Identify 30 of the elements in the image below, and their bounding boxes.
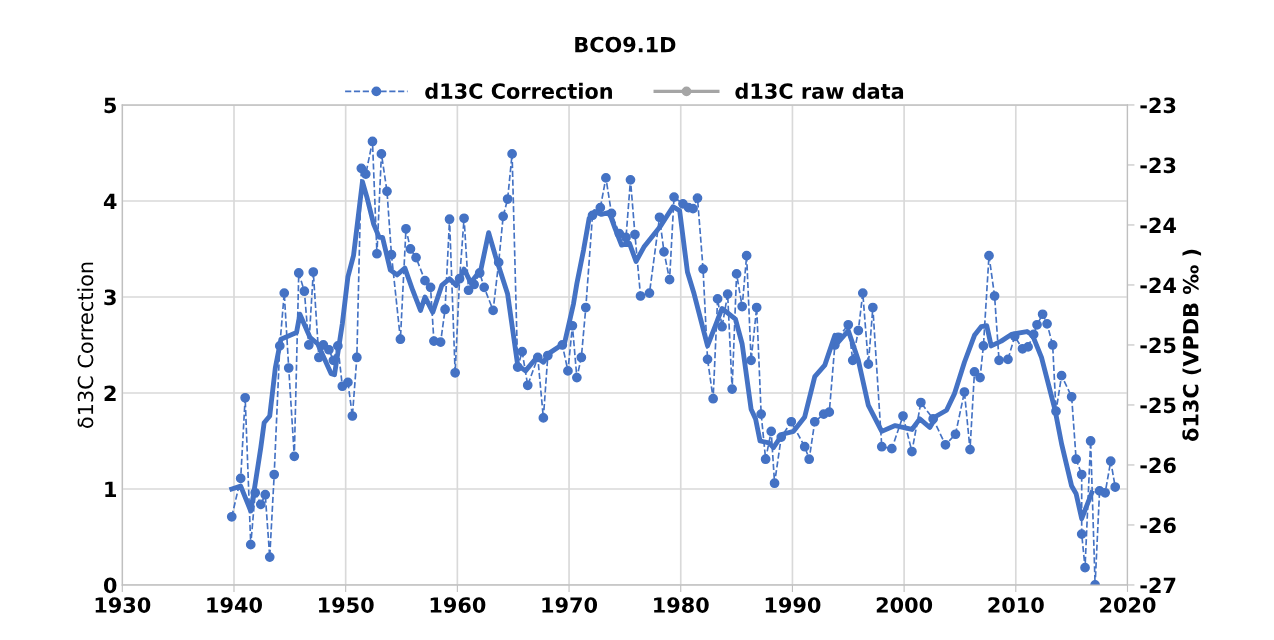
y2-axis-title: δ13C (VPDB ‰ ) [1182, 249, 1202, 442]
x-tick-label: 1980 [654, 597, 709, 613]
y2-tick-label: -26 [1140, 457, 1176, 474]
y-tick-label: 5 [104, 97, 116, 114]
legend-label: d13C raw data [735, 82, 904, 99]
y-tick-label: 4 [103, 193, 117, 209]
y2-tick-label: -27 [1140, 577, 1176, 593]
x-tick-label: 1970 [542, 597, 598, 613]
y-tick-label: 2 [104, 385, 116, 401]
x-tick-label: 1940 [207, 597, 262, 613]
x-tick-label: 2020 [1100, 597, 1156, 613]
x-tick-label: 1960 [430, 597, 486, 613]
x-tick-label: 1950 [319, 597, 374, 613]
y2-tick-label: -24 [1140, 277, 1176, 293]
y-tick-label: 3 [104, 289, 116, 306]
x-tick-label: 2000 [876, 597, 933, 613]
y2-tick-label: -26 [1140, 517, 1176, 534]
legend-label: d13C Correction [425, 82, 612, 99]
y2-tick-label: -23 [1140, 97, 1176, 114]
y2-tick-label: -24 [1140, 217, 1176, 233]
y2-tick-label: -25 [1140, 337, 1176, 354]
y2-tick-label: -23 [1140, 157, 1176, 174]
x-tick-label: 1990 [765, 597, 821, 613]
y2-tick-label: -25 [1140, 397, 1176, 414]
y-tick-label: 0 [103, 577, 117, 594]
y-tick-label: 1 [105, 481, 117, 497]
x-tick-label: 2010 [988, 597, 1044, 613]
y-axis-title: δ13C Correction [77, 262, 94, 428]
x-tick-label: 1930 [95, 597, 151, 613]
chart-title: BCO9.1D [575, 36, 676, 53]
